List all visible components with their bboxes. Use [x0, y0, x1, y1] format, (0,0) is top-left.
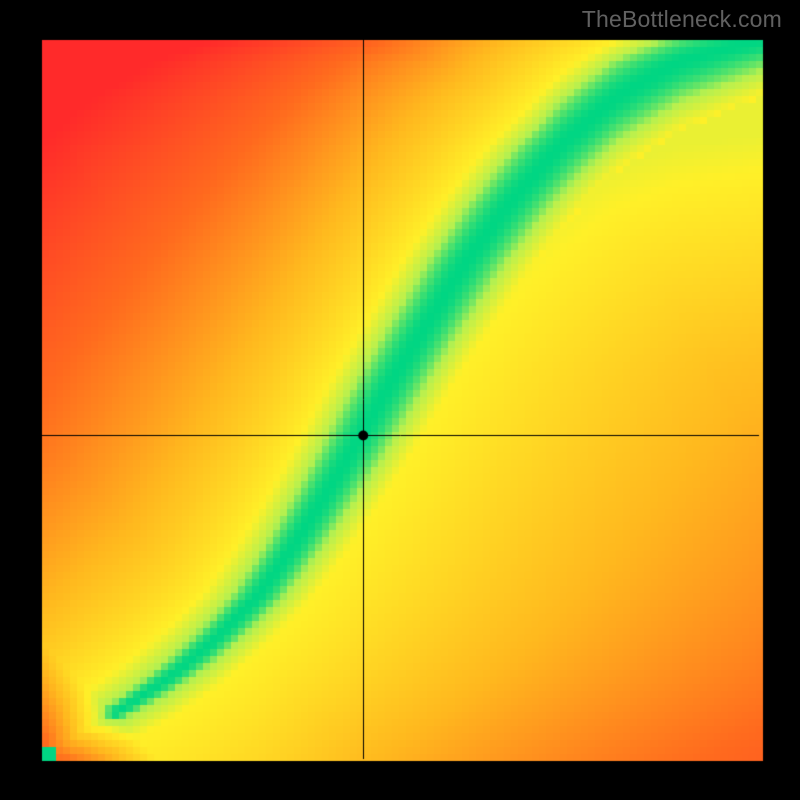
watermark-text: TheBottleneck.com — [582, 6, 782, 33]
heatmap-canvas — [0, 0, 800, 800]
chart-container: TheBottleneck.com — [0, 0, 800, 800]
